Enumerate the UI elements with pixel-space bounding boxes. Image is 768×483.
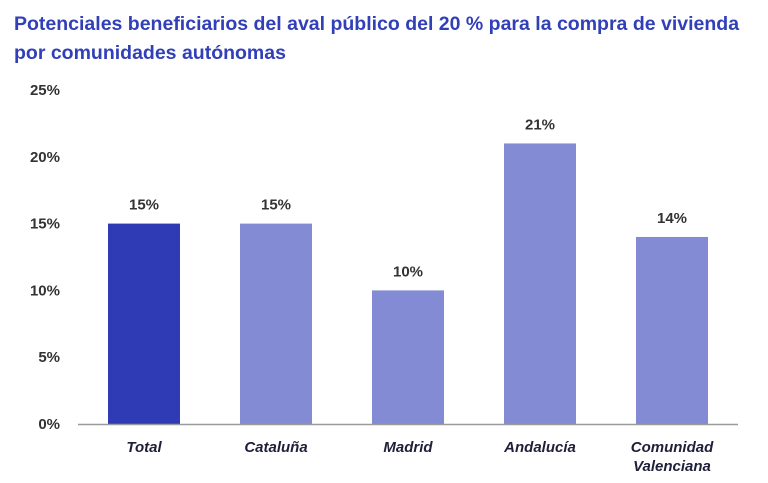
category-label: Valenciana: [633, 458, 711, 475]
data-label: 15%: [129, 197, 159, 214]
chart-title: Potenciales beneficiarios del aval públi…: [14, 13, 740, 64]
data-label: 10%: [393, 263, 423, 280]
category-label: Andalucía: [503, 439, 576, 456]
data-label: 15%: [261, 197, 291, 214]
y-tick-label: 5%: [38, 349, 60, 366]
data-label: 14%: [657, 210, 687, 227]
bar: [504, 143, 576, 424]
bar: [108, 223, 180, 424]
y-tick-label: 25%: [30, 82, 60, 99]
bar: [240, 223, 312, 424]
category-label: Total: [126, 439, 162, 456]
y-tick-label: 10%: [30, 282, 60, 299]
category-label: Comunidad: [631, 439, 714, 456]
bar: [636, 236, 708, 424]
category-label: Cataluña: [244, 439, 307, 456]
y-tick-label: 0%: [38, 416, 60, 433]
y-tick-label: 15%: [30, 216, 60, 233]
y-tick-label: 20%: [30, 149, 60, 166]
bar: [372, 290, 444, 424]
category-label: Madrid: [383, 439, 433, 456]
data-label: 21%: [525, 116, 555, 133]
